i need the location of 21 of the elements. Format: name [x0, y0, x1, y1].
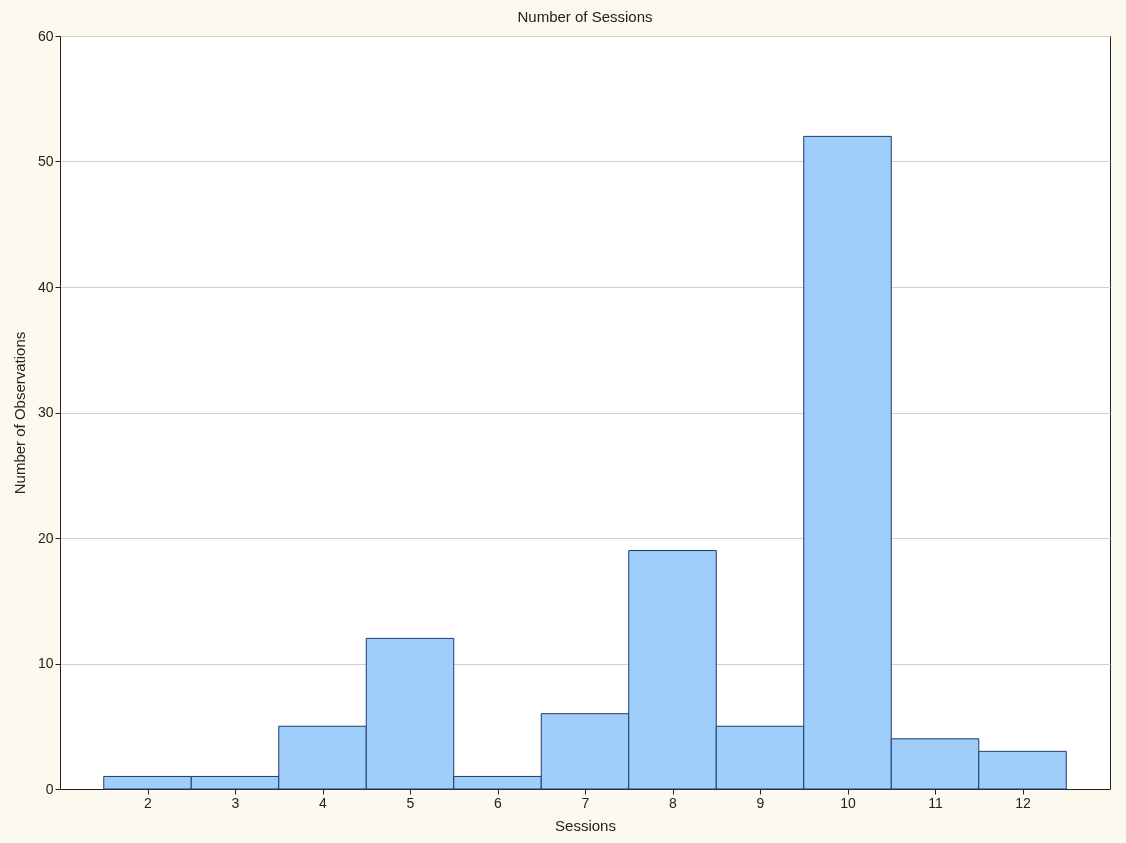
chart-title: Number of Sessions	[517, 8, 653, 25]
x-tick-label: 3	[231, 794, 240, 811]
x-tick-label: 10	[840, 794, 856, 811]
y-tick-label: 10	[37, 655, 54, 671]
y-tick-label: 60	[37, 27, 54, 44]
x-tick-label: 2	[144, 794, 153, 811]
y-tick-label: 50	[37, 153, 54, 169]
x-tick-label: 8	[669, 794, 678, 811]
x-tick-label: 4	[319, 794, 328, 811]
y-tick-label: 20	[37, 529, 54, 546]
x-tick-label: 12	[1015, 794, 1031, 811]
x-axis-title: Sessions	[555, 816, 616, 834]
x-tick-label: 7	[581, 794, 590, 811]
x-tick-label: 9	[756, 794, 765, 811]
y-tick-label: 0	[45, 780, 54, 797]
x-tick-label: 5	[406, 794, 415, 811]
y-tick-label: 40	[37, 278, 54, 295]
x-tick-label: 6	[494, 794, 503, 811]
y-axis-title: Number of Observations	[10, 331, 28, 495]
x-tick-label: 11	[928, 794, 943, 811]
y-tick-label: 30	[37, 404, 54, 420]
